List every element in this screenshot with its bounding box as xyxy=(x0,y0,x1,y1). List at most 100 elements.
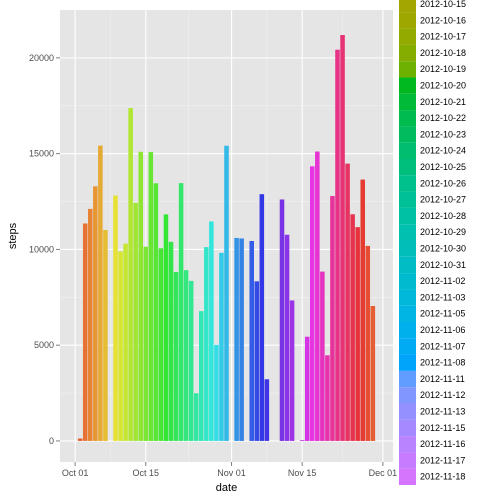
legend-label-2012-11-17: 2012-11-17 xyxy=(420,455,465,465)
legend-label-2012-10-23: 2012-10-23 xyxy=(420,129,466,139)
bar-2012-11-26 xyxy=(355,227,360,441)
legend-key-2012-10-22 xyxy=(399,110,416,127)
legend-label-2012-10-16: 2012-10-16 xyxy=(420,15,466,25)
bar-2012-11-25 xyxy=(350,214,355,441)
bar-2012-11-06 xyxy=(254,281,260,441)
y-tick-label: 20000 xyxy=(29,53,54,63)
bar-2012-11-29 xyxy=(370,305,376,441)
legend-key-2012-10-31 xyxy=(399,256,416,274)
legend-key-2012-10-25 xyxy=(399,159,416,176)
y-tick-label: 0 xyxy=(49,436,54,446)
y-tick-label: 5000 xyxy=(34,340,54,350)
legend-key-2012-10-16 xyxy=(399,12,416,29)
legend-label-2012-11-02: 2012-11-02 xyxy=(420,276,465,286)
bar-2012-10-07 xyxy=(103,229,108,441)
legend-label-2012-10-21: 2012-10-21 xyxy=(420,97,466,107)
legend-key-2012-11-03 xyxy=(399,289,416,306)
bar-2012-11-12 xyxy=(284,234,290,441)
bar-2012-11-17 xyxy=(310,166,315,441)
legend-key-2012-11-12 xyxy=(399,387,416,404)
legend-key-2012-11-16 xyxy=(399,436,416,453)
legend-key-2012-11-13 xyxy=(399,403,416,420)
bar-2012-10-02 xyxy=(77,438,83,441)
legend-key-2012-11-17 xyxy=(399,452,416,469)
legend-label-2012-10-17: 2012-10-17 xyxy=(420,32,466,42)
x-tick-label: Nov 15 xyxy=(288,468,317,478)
legend-label-2012-11-03: 2012-11-03 xyxy=(420,292,465,302)
legend-key-2012-10-24 xyxy=(399,142,416,159)
legend-label-2012-10-22: 2012-10-22 xyxy=(420,113,466,123)
x-tick-label: Dec 01 xyxy=(369,468,398,478)
bar-2012-10-27 xyxy=(204,247,209,441)
bar-2012-11-07 xyxy=(259,194,265,441)
legend-key-2012-10-15 xyxy=(399,0,416,13)
bar-2012-10-19 xyxy=(163,214,169,441)
legend-key-2012-10-29 xyxy=(399,224,416,241)
bar-2012-11-13 xyxy=(289,300,295,441)
legend-key-2012-10-19 xyxy=(399,61,416,78)
bar-2012-11-05 xyxy=(249,241,254,441)
bar-2012-10-12 xyxy=(128,108,133,441)
bar-2012-10-28 xyxy=(209,221,214,441)
bar-2012-10-25 xyxy=(193,393,199,441)
x-tick-label: Nov 01 xyxy=(217,468,246,478)
bar-2012-10-23 xyxy=(183,270,189,441)
y-axis-title: steps xyxy=(7,222,19,249)
legend-key-2012-10-28 xyxy=(399,207,416,225)
bar-2012-10-15 xyxy=(143,246,149,441)
legend-key-2012-10-27 xyxy=(399,191,416,208)
bar-2012-10-05 xyxy=(93,186,98,441)
legend-label-2012-10-20: 2012-10-20 xyxy=(420,81,466,91)
legend-label-2012-10-24: 2012-10-24 xyxy=(420,146,466,156)
legend-key-2012-11-05 xyxy=(399,305,416,322)
y-tick-label: 10000 xyxy=(29,244,54,254)
legend-key-2012-11-06 xyxy=(399,322,416,339)
bar-2012-10-26 xyxy=(199,311,204,441)
bar-2012-10-24 xyxy=(188,280,194,441)
legend-label-2012-10-15: 2012-10-15 xyxy=(420,0,466,9)
bar-2012-11-19 xyxy=(320,271,325,441)
bar-2012-11-24 xyxy=(345,163,350,441)
legend-label-2012-10-19: 2012-10-19 xyxy=(420,64,466,74)
bar-2012-10-06 xyxy=(98,145,103,441)
x-axis-title: date xyxy=(216,482,237,494)
bar-2012-11-02 xyxy=(234,237,239,441)
legend-key-2012-11-08 xyxy=(399,354,416,371)
legend-key-2012-11-02 xyxy=(399,273,416,290)
legend-label-2012-10-30: 2012-10-30 xyxy=(420,244,466,254)
legend-label-2012-10-26: 2012-10-26 xyxy=(420,178,466,188)
y-axis-ticks: 0 5000 10000 15000 20000 xyxy=(29,53,60,446)
legend-key-2012-10-30 xyxy=(399,240,416,257)
bar-2012-11-03 xyxy=(239,238,244,441)
legend-key-2012-10-18 xyxy=(399,44,416,62)
legend-key-2012-10-20 xyxy=(399,77,416,94)
bar-2012-11-20 xyxy=(325,355,330,441)
legend-label-2012-10-29: 2012-10-29 xyxy=(420,227,466,237)
bar-2012-10-03 xyxy=(82,223,88,441)
bar-2012-10-20 xyxy=(168,241,174,441)
bar-2012-10-31 xyxy=(224,145,229,441)
bar-2012-11-21 xyxy=(330,196,335,441)
bar-2012-10-11 xyxy=(123,243,128,441)
bar-2012-10-10 xyxy=(118,251,123,441)
legend: 2012-10-15 2012-10-16 2012-10-17 2012-10-18… xyxy=(399,0,466,485)
bar-2012-11-23 xyxy=(340,35,345,441)
bar-2012-11-28 xyxy=(365,245,371,441)
legend-key-2012-11-15 xyxy=(399,419,416,437)
legend-label-2012-10-27: 2012-10-27 xyxy=(420,195,466,205)
legend-key-2012-10-26 xyxy=(399,175,416,192)
bar-2012-11-16 xyxy=(304,336,310,441)
legend-label-2012-11-07: 2012-11-07 xyxy=(420,341,465,351)
legend-key-2012-10-21 xyxy=(399,93,416,111)
legend-key-2012-11-11 xyxy=(399,370,416,388)
legend-label-2012-11-06: 2012-11-06 xyxy=(420,325,465,335)
bar-2012-10-16 xyxy=(148,152,154,441)
bar-2012-11-15 xyxy=(299,440,305,441)
bar-2012-11-08 xyxy=(264,379,270,441)
bar-2012-10-22 xyxy=(178,183,184,441)
legend-label-2012-11-05: 2012-11-05 xyxy=(420,309,465,319)
bar-2012-11-18 xyxy=(315,151,320,441)
y-tick-label: 15000 xyxy=(29,149,54,159)
bar-2012-11-11 xyxy=(279,199,285,441)
